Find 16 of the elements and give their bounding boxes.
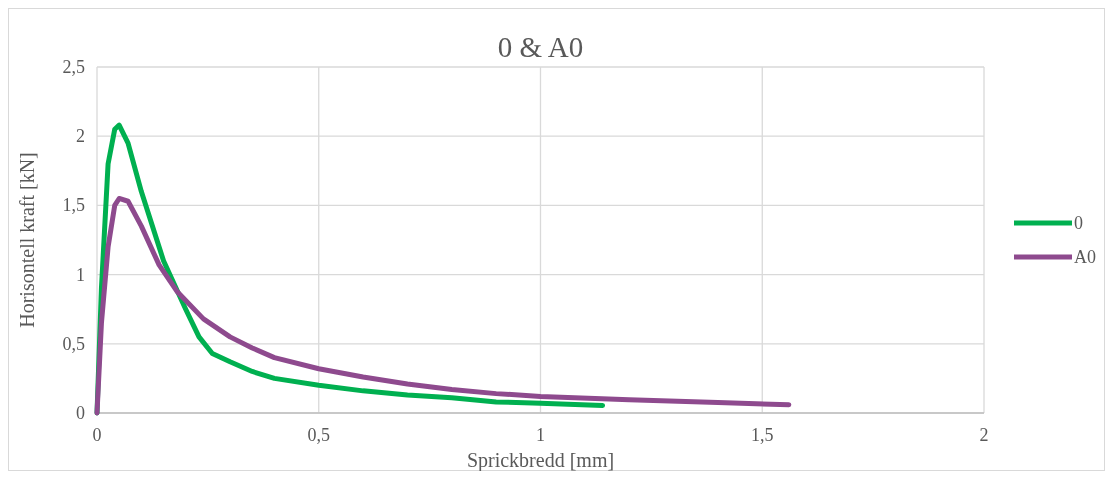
- y-tick-label: 0: [76, 403, 85, 423]
- x-tick-label: 2: [979, 425, 989, 445]
- y-tick-label: 1,5: [62, 195, 85, 216]
- y-tick-label: 1: [76, 264, 85, 285]
- chart-title: 0 & A0: [497, 31, 584, 63]
- x-tick-label: 1: [536, 425, 545, 445]
- y-axis-title: Horisontell kraft [kN]: [16, 152, 38, 328]
- y-tick-label: 2: [76, 126, 85, 147]
- x-tick-label: 1,5: [751, 425, 774, 445]
- x-tick-label: 0: [92, 425, 102, 445]
- y-tick-label: 2,5: [62, 57, 85, 77]
- x-axis-title: Sprickbredd [mm]: [466, 449, 615, 472]
- x-tick-label: 0,5: [307, 425, 330, 445]
- legend-label: A0: [1074, 247, 1096, 267]
- legend-label: 0: [1074, 213, 1083, 233]
- y-tick-label: 0,5: [62, 333, 85, 354]
